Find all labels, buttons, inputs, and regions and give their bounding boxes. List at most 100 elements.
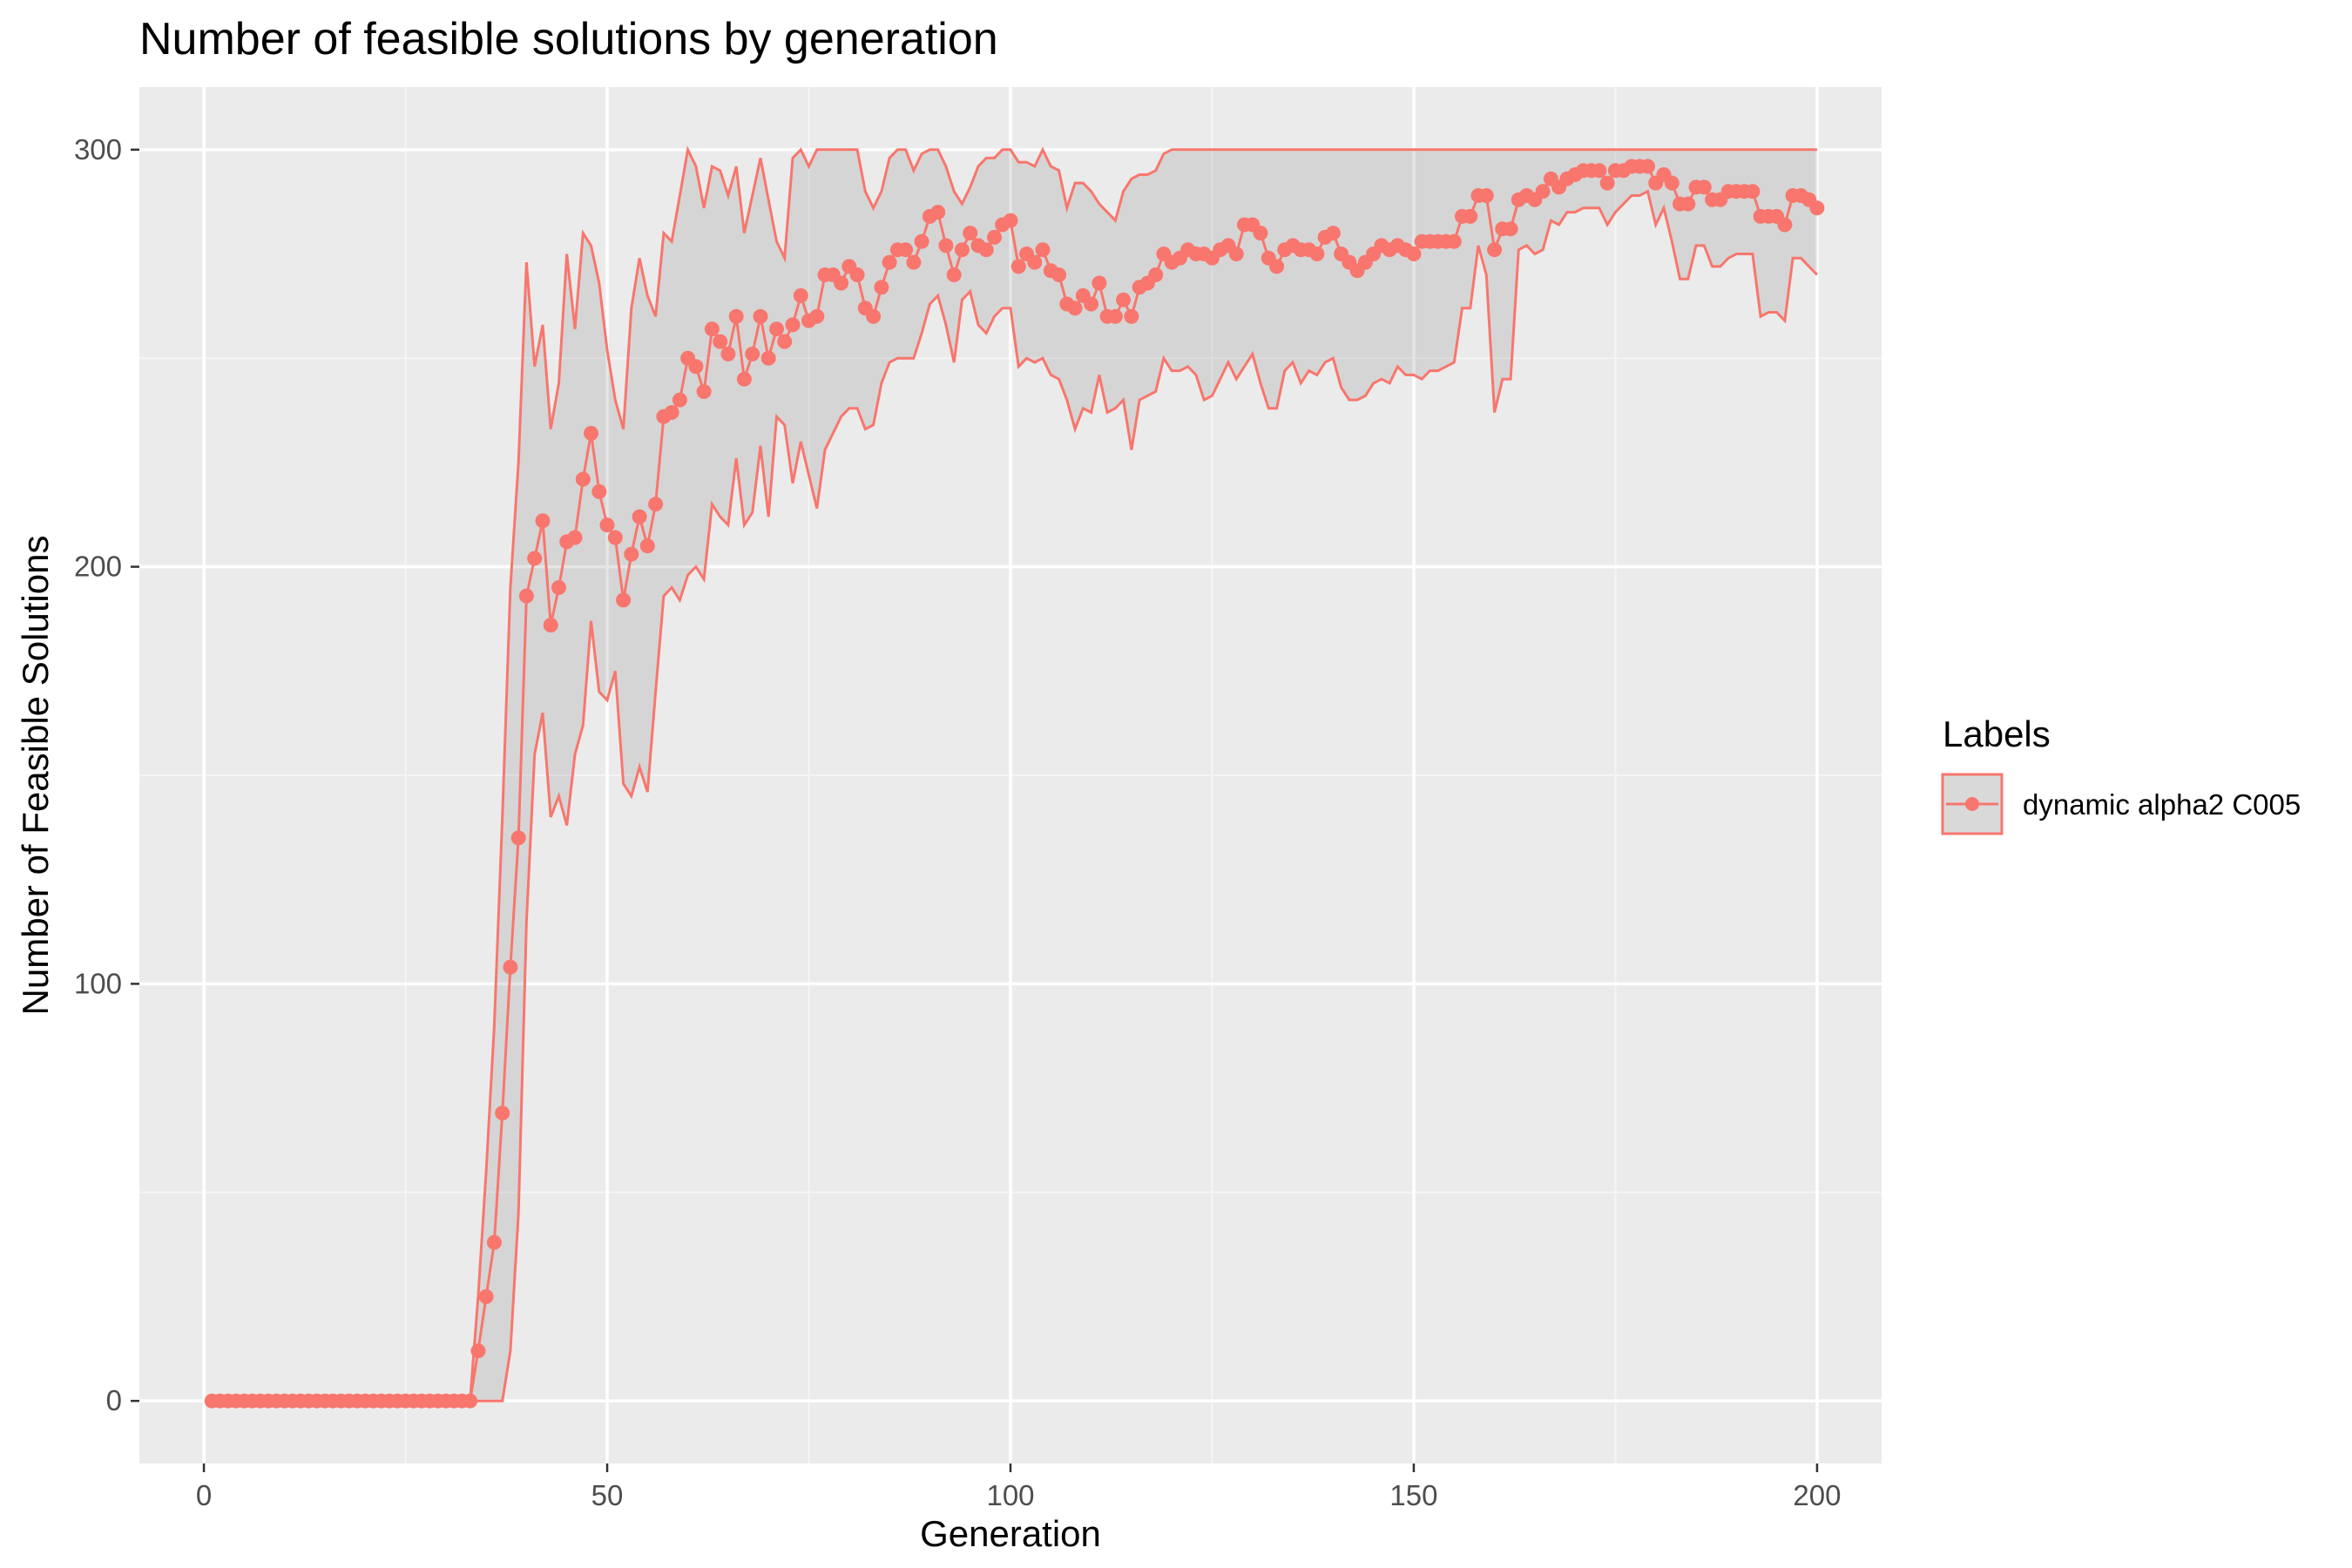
data-point [696, 384, 712, 399]
data-point [1309, 247, 1325, 261]
data-point [584, 425, 598, 441]
y-tick-label: 100 [74, 967, 122, 999]
data-point [1592, 163, 1607, 179]
legend: Labels dynamic alpha2 C005 [1941, 713, 2301, 835]
data-point [946, 267, 962, 282]
data-point [518, 588, 534, 604]
data-point [463, 1393, 478, 1409]
lower-bound-line [212, 189, 1818, 1402]
data-point [1503, 221, 1518, 237]
major-gridlines [139, 87, 1882, 1463]
data-point [793, 287, 808, 303]
data-point [1599, 175, 1615, 191]
data-point [1745, 184, 1761, 199]
y-tick-label: 0 [106, 1384, 122, 1416]
data-point [1446, 233, 1462, 249]
data-point [866, 308, 882, 324]
data-point [1253, 226, 1268, 241]
data-point [1116, 292, 1132, 308]
x-axis-ticks: 0 50 100 150 200 [196, 1463, 1841, 1511]
data-point [809, 308, 825, 324]
y-tick-label: 200 [74, 551, 122, 583]
legend-key-point [1965, 797, 1979, 811]
data-point [1051, 267, 1067, 282]
data-point [785, 317, 801, 333]
data-point [849, 267, 865, 282]
data-point [591, 483, 607, 499]
data-point [704, 321, 720, 337]
data-point [672, 392, 687, 408]
data-point [1228, 247, 1244, 261]
data-point [535, 513, 551, 529]
data-point [906, 254, 922, 270]
upper-bound-line [212, 145, 1817, 1402]
confidence-ribbon [212, 149, 1817, 1402]
data-point [1325, 226, 1341, 241]
data-point [720, 346, 736, 362]
data-point [1067, 301, 1083, 316]
x-axis-title: Generation [920, 1513, 1101, 1554]
data-point [1535, 184, 1551, 199]
data-point [551, 580, 566, 595]
data-point [1027, 254, 1043, 270]
data-point [914, 233, 929, 249]
data-point [1640, 159, 1655, 174]
legend-title: Labels [1943, 713, 2051, 754]
data-point [1010, 259, 1026, 274]
y-axis-title: Number of Feasible Solutions [15, 536, 56, 1016]
data-point [760, 350, 776, 366]
data-point [1148, 267, 1164, 282]
data-point [1809, 200, 1825, 216]
data-point [1680, 196, 1696, 212]
data-point [1092, 275, 1107, 291]
data-point [753, 308, 768, 324]
y-axis-ticks: 0 100 200 300 [74, 133, 139, 1416]
x-tick-label: 0 [196, 1479, 212, 1511]
data-point [510, 830, 526, 846]
data-point [954, 242, 970, 258]
data-point [713, 334, 728, 349]
x-tick-label: 50 [591, 1479, 624, 1511]
data-point [987, 229, 1002, 245]
data-point [1777, 217, 1793, 233]
data-point [1406, 247, 1422, 261]
data-point [688, 359, 704, 375]
data-point [777, 334, 793, 349]
chart-title: Number of feasible solutions by generati… [139, 14, 998, 64]
data-point [1463, 208, 1478, 224]
data-point [607, 530, 623, 545]
x-tick-label: 100 [986, 1479, 1034, 1511]
data-point [1124, 308, 1139, 324]
data-point [575, 471, 591, 487]
data-point [470, 1343, 486, 1359]
data-point [624, 546, 639, 562]
data-point [898, 242, 914, 258]
data-point [543, 618, 558, 633]
data-point [938, 238, 954, 253]
data-point [599, 517, 615, 533]
data-point [1487, 242, 1503, 258]
data-point [648, 497, 664, 512]
data-point [736, 371, 752, 387]
data-point [567, 530, 583, 545]
legend-label: dynamic alpha2 C005 [2023, 788, 2301, 821]
data-point [745, 346, 760, 362]
data-point [616, 592, 632, 608]
mean-points [204, 159, 1825, 1409]
data-point [1478, 188, 1494, 203]
data-point [527, 551, 543, 566]
data-point [834, 275, 849, 291]
data-point [664, 405, 679, 420]
data-point [1664, 175, 1680, 191]
data-point [1035, 242, 1051, 258]
x-tick-label: 150 [1389, 1479, 1437, 1511]
x-tick-label: 200 [1793, 1479, 1841, 1511]
data-point [882, 254, 897, 270]
data-point [632, 509, 647, 524]
data-point [1107, 308, 1123, 324]
data-point [478, 1289, 494, 1304]
data-point [874, 280, 889, 295]
data-point [1003, 213, 1018, 228]
